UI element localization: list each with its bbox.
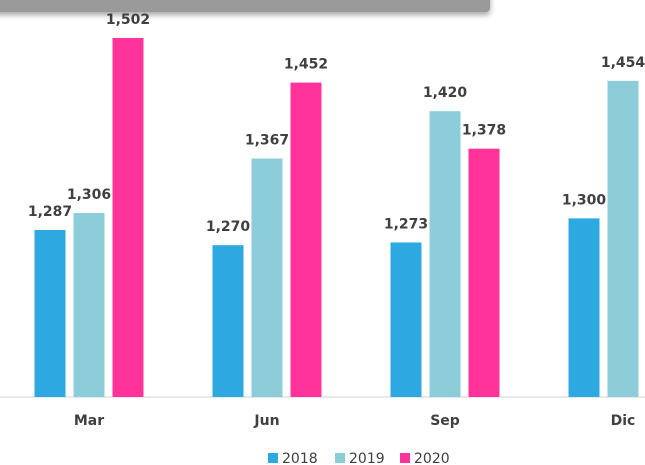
value-label: 1,270 [206,219,251,235]
x-tick-label: Mar [74,413,104,429]
x-tick-label: Sep [430,413,460,429]
bar [212,245,244,397]
value-label: 1,287 [28,204,72,220]
legend-swatch [268,453,278,463]
value-label: 1,300 [562,192,607,208]
value-label: 1,502 [106,12,150,28]
bar [607,80,639,398]
legend-swatch [335,453,345,463]
legend-label: 2020 [414,451,450,465]
value-label: 1,420 [423,85,468,101]
bar [112,37,144,397]
bar [251,158,283,397]
bar [290,82,322,397]
value-label: 1,454 [601,55,645,71]
value-label: 1,367 [245,133,289,149]
title-box [0,0,490,12]
legend-label: 2018 [282,451,318,465]
value-label: 1,273 [384,216,428,232]
legend-swatch [400,453,410,463]
legend-label: 2019 [349,451,385,465]
bar [73,213,105,397]
x-tick-label: Jun [253,413,279,429]
bar [429,111,461,397]
value-label: 1,452 [284,57,328,73]
bar [390,242,422,397]
bar [568,218,600,397]
bar [34,229,66,397]
value-label: 1,378 [462,123,506,139]
x-tick-label: Dic [611,413,636,429]
bar [468,148,500,397]
value-label: 1,306 [67,187,111,203]
